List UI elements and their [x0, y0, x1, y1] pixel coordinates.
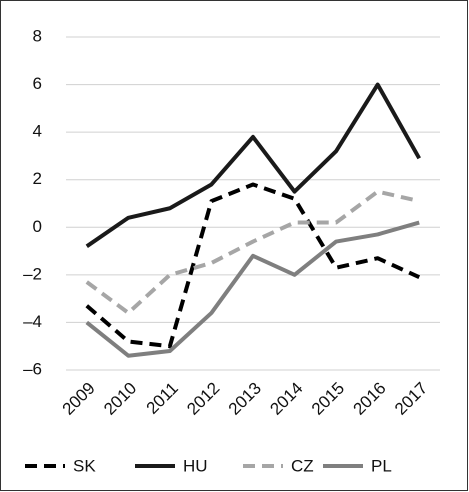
series-line — [85, 220, 420, 358]
y-tick-label: 0 — [33, 217, 42, 236]
series-line — [85, 82, 421, 248]
y-tick-label: –2 — [23, 264, 42, 283]
y-tick-label: –4 — [23, 312, 42, 331]
y-tick-label: 4 — [33, 122, 42, 141]
y-tick-label: 6 — [33, 74, 42, 93]
series-line — [85, 182, 421, 349]
y-tick-label: 2 — [33, 169, 42, 188]
series-line — [85, 189, 420, 315]
y-tick-label: 8 — [33, 26, 42, 45]
legend-label: SK — [73, 456, 96, 475]
legend-label: HU — [183, 456, 208, 475]
legend-label: PL — [371, 456, 392, 475]
legend-label: CZ — [291, 456, 314, 475]
y-tick-label: –6 — [23, 359, 42, 378]
